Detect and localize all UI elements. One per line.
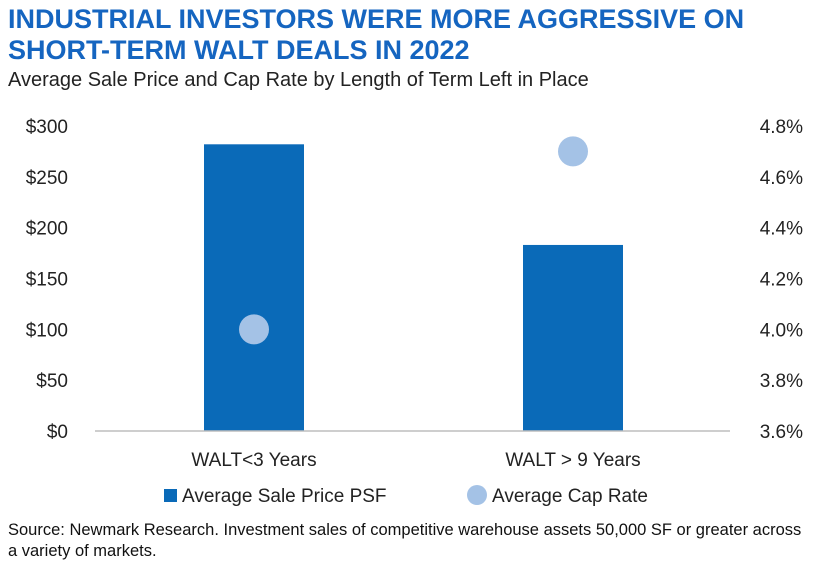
right-axis-tick: 4.2% (760, 270, 803, 291)
left-axis-tick: $50 (36, 371, 68, 392)
left-axis-ticks: $0 $50 $100 $150 $200 $250 $300 (26, 117, 68, 443)
right-axis-tick: 3.6% (760, 422, 803, 443)
right-axis-tick: 4.4% (760, 219, 803, 240)
legend-swatch-cap-rate (467, 485, 487, 505)
category-label: WALT<3 Years (191, 450, 316, 471)
right-axis-tick: 4.8% (760, 117, 803, 138)
right-axis-ticks: 3.6% 3.8% 4.0% 4.2% 4.4% 4.6% 4.8% (760, 117, 803, 443)
chart-subtitle: Average Sale Price and Cap Rate by Lengt… (8, 69, 589, 91)
category-label: WALT > 9 Years (505, 450, 640, 471)
bars (204, 144, 623, 432)
legend-swatch-sale-price (164, 489, 177, 502)
left-axis-tick: $300 (26, 117, 68, 138)
right-axis-tick: 4.6% (760, 168, 803, 189)
left-axis-tick: $150 (26, 270, 68, 291)
chart-area: $0 $50 $100 $150 $200 $250 $300 3.6% 3.8% 4.0% 4.… (26, 117, 803, 507)
cap-rate-point (558, 136, 588, 167)
left-axis-tick: $200 (26, 219, 68, 240)
category-labels: WALT<3 Years WALT > 9 Years (191, 450, 640, 471)
source-note: Source: Newmark Research. Investment sal… (8, 521, 802, 560)
left-axis-tick: $100 (26, 320, 68, 341)
left-axis-tick: $250 (26, 168, 68, 189)
chart-title: INDUSTRIAL INVESTORS WERE MORE AGGRESSIV… (8, 4, 745, 65)
legend-label-sale-price: Average Sale Price PSF (182, 486, 387, 507)
left-axis-tick: $0 (47, 422, 68, 443)
legend: Average Sale Price PSF Average Cap Rate (164, 485, 648, 507)
right-axis-tick: 3.8% (760, 371, 803, 392)
cap-rate-points (239, 136, 588, 345)
cap-rate-point (239, 314, 269, 345)
sale-price-bar (204, 144, 304, 432)
sale-price-bar (523, 244, 623, 431)
legend-label-cap-rate: Average Cap Rate (492, 486, 648, 507)
right-axis-tick: 4.0% (760, 320, 803, 341)
